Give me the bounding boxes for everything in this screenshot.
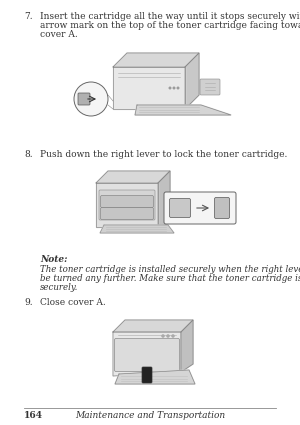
Text: Close cover A.: Close cover A. bbox=[40, 298, 106, 307]
Polygon shape bbox=[181, 320, 193, 372]
Polygon shape bbox=[96, 171, 170, 183]
Circle shape bbox=[173, 87, 175, 89]
Polygon shape bbox=[113, 67, 185, 109]
Text: 9.: 9. bbox=[24, 298, 33, 307]
Text: The toner cartridge is installed securely when the right lever cannot: The toner cartridge is installed securel… bbox=[40, 265, 300, 274]
FancyBboxPatch shape bbox=[200, 79, 220, 95]
Text: Note:: Note: bbox=[40, 255, 68, 264]
Text: 8.: 8. bbox=[24, 150, 33, 159]
FancyBboxPatch shape bbox=[100, 196, 154, 207]
Text: be turned any further. Make sure that the toner cartridge is installed: be turned any further. Make sure that th… bbox=[40, 274, 300, 283]
Circle shape bbox=[167, 334, 170, 337]
Polygon shape bbox=[96, 183, 158, 227]
Polygon shape bbox=[115, 370, 195, 384]
Text: 7.: 7. bbox=[24, 12, 33, 21]
Circle shape bbox=[74, 82, 108, 116]
Text: arrow mark on the top of the toner cartridge facing toward: arrow mark on the top of the toner cartr… bbox=[40, 21, 300, 30]
Circle shape bbox=[161, 334, 164, 337]
FancyBboxPatch shape bbox=[100, 207, 154, 219]
Polygon shape bbox=[113, 332, 181, 376]
FancyBboxPatch shape bbox=[78, 93, 90, 105]
Circle shape bbox=[169, 87, 171, 89]
Polygon shape bbox=[185, 53, 199, 109]
Text: Push down the right lever to lock the toner cartridge.: Push down the right lever to lock the to… bbox=[40, 150, 287, 159]
Text: cover A.: cover A. bbox=[40, 30, 78, 39]
Circle shape bbox=[172, 334, 175, 337]
FancyBboxPatch shape bbox=[164, 192, 236, 224]
FancyBboxPatch shape bbox=[99, 190, 155, 220]
Text: 164: 164 bbox=[24, 411, 43, 420]
Polygon shape bbox=[113, 53, 199, 67]
Polygon shape bbox=[158, 171, 170, 227]
FancyBboxPatch shape bbox=[142, 367, 152, 383]
Polygon shape bbox=[135, 105, 231, 115]
Polygon shape bbox=[113, 320, 193, 332]
FancyBboxPatch shape bbox=[115, 338, 179, 371]
Circle shape bbox=[177, 87, 179, 89]
FancyBboxPatch shape bbox=[169, 198, 190, 218]
Text: Maintenance and Transportation: Maintenance and Transportation bbox=[75, 411, 225, 420]
Text: Insert the cartridge all the way until it stops securely with the: Insert the cartridge all the way until i… bbox=[40, 12, 300, 21]
FancyBboxPatch shape bbox=[214, 198, 230, 218]
Text: securely.: securely. bbox=[40, 283, 78, 292]
Polygon shape bbox=[100, 225, 174, 233]
